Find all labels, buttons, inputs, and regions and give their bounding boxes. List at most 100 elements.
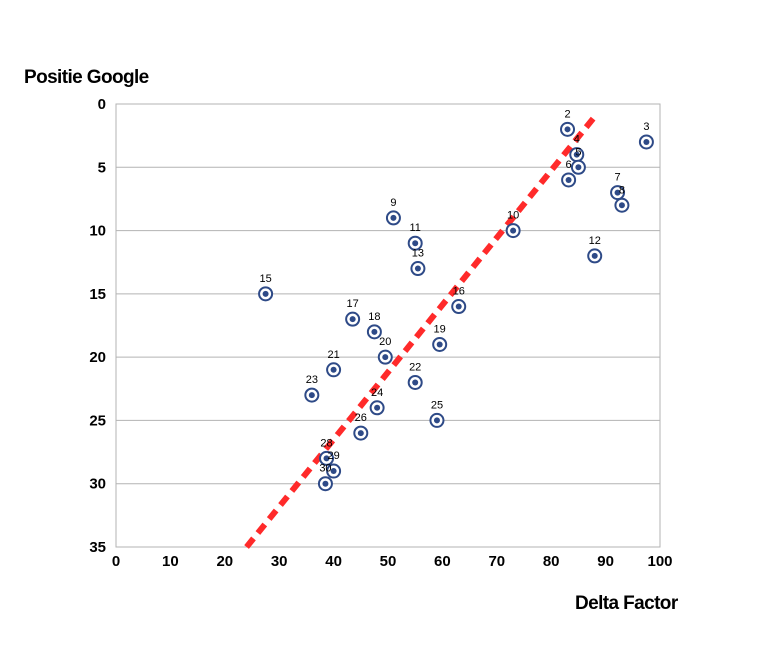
data-point: 20 [377,336,393,365]
data-point: 3 [638,121,654,150]
data-point: 30 [317,463,333,492]
x-tick-label: 10 [162,553,179,570]
point-marker-dot [618,202,625,209]
data-point: 10 [505,210,521,239]
point-marker-dot [614,189,621,196]
point-label: 28 [320,437,332,449]
point-marker-dot [455,303,462,310]
data-point: 7 [610,172,626,201]
point-label: 9 [390,197,396,209]
x-tick-label: 40 [325,553,342,570]
data-point: 9 [385,197,401,226]
point-label: 13 [412,248,424,260]
trendline-layer [244,114,598,549]
y-tick-label: 10 [89,223,106,240]
x-tick-label: 100 [647,553,672,570]
trendline [244,114,598,549]
data-point: 26 [353,412,369,441]
point-marker-dot [330,468,337,475]
point-marker-dot [573,151,580,158]
data-point: 23 [304,374,320,403]
point-label: 3 [643,121,649,133]
point-marker-dot [414,265,421,272]
point-label: 19 [434,323,446,335]
point-label: 24 [371,387,383,399]
point-marker-dot [374,404,381,411]
x-axis-title: Delta Factor [575,593,679,614]
point-label: 26 [355,412,367,424]
point-marker-dot [262,290,269,297]
y-tick-label: 35 [89,539,106,556]
point-label: 17 [347,298,359,310]
point-marker-dot [433,417,440,424]
point-marker-dot [330,366,337,373]
point-marker-dot [564,126,571,133]
data-point: 6 [561,159,577,188]
plot-frame [115,103,661,548]
y-tick-label: 25 [89,412,106,429]
point-label: 5 [575,146,581,158]
point-label: 11 [409,222,420,234]
point-marker-dot [308,392,315,399]
x-tick-label: 0 [112,553,120,570]
point-marker-dot [565,176,572,183]
point-label: 2 [564,108,570,120]
point-label: 4 [574,134,580,146]
point-marker-dot [322,480,329,487]
data-point: 28 [319,437,335,466]
data-point: 15 [258,273,274,302]
point-marker-dot [643,138,650,145]
point-marker-dot [412,240,419,247]
data-point: 8 [614,184,630,213]
y-tick-label: 20 [89,349,106,366]
point-label: 12 [589,235,601,247]
point-label: 30 [319,463,331,475]
data-point: 21 [326,349,342,378]
point-label: 20 [379,336,391,348]
data-point: 25 [429,399,445,428]
point-label: 15 [259,273,271,285]
data-point: 5 [570,146,586,175]
data-point: 17 [345,298,361,327]
point-label: 29 [327,450,339,462]
point-label: 25 [431,399,443,411]
data-point: 18 [366,311,382,340]
point-marker-dot [575,164,582,171]
x-tick-label: 90 [597,553,614,570]
y-tick-label: 30 [89,476,106,493]
point-marker-dot [436,341,443,348]
data-points: 2345678910111213151617181920212223242526… [258,108,654,492]
x-tick-labels: 0 10 20 30 40 50 60 70 80 90 100 [112,553,673,570]
y-tick-label: 0 [98,96,106,113]
data-point: 29 [326,450,342,479]
point-label: 23 [306,374,318,386]
data-point: 2 [560,108,576,137]
data-point: 19 [432,323,448,352]
point-label: 21 [327,349,339,361]
data-point: 12 [587,235,603,264]
x-tick-label: 80 [543,553,560,570]
data-point: 24 [369,387,385,416]
point-marker-dot [349,316,356,323]
y-tick-label: 15 [89,286,106,303]
point-marker-dot [371,328,378,335]
data-point: 22 [407,361,423,390]
point-marker-dot [323,455,330,462]
y-tick-labels: 0 5 10 15 20 25 30 35 [89,96,106,556]
point-marker-dot [412,379,419,386]
x-tick-label: 20 [216,553,233,570]
point-marker-dot [390,214,397,221]
data-point: 16 [451,286,467,315]
x-tick-label: 60 [434,553,451,570]
point-label: 8 [619,184,625,196]
point-marker-dot [357,430,364,437]
point-label: 22 [409,361,421,373]
x-tick-label: 50 [380,553,397,570]
point-marker-dot [510,227,517,234]
point-label: 6 [566,159,572,171]
point-label: 10 [507,210,519,222]
data-point: 13 [410,248,426,277]
data-point: 11 [407,222,423,251]
point-marker-dot [382,354,389,361]
